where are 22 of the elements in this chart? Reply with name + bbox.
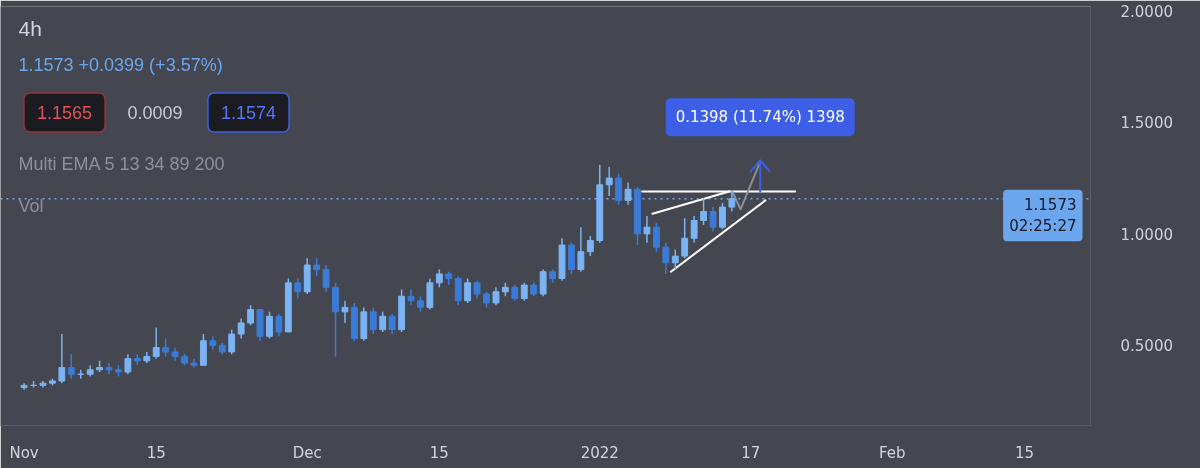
annotation: 1.1565 [36,103,93,123]
text: 1.1573 +0.0399 (+3.57%) [18,54,223,75]
ref-line-label: 1.1573 [1024,195,1077,214]
x-tick-label: 15 [146,443,166,462]
x-tick-label: Feb [879,443,906,462]
annotation: Multi EMA 5 13 34 89 200 [18,153,225,174]
y-tick-label: 1.5000 [1120,114,1173,133]
y-tick-label: 2.0000 [1120,2,1173,21]
x-tick-label: 15 [429,443,449,462]
x-tick-label: 15 [1014,443,1034,462]
annotation: Vol [18,195,44,216]
x-tick-label: Nov [9,443,39,462]
annotation: 1.1574 [220,103,277,123]
x-tick-label: 2022 [580,443,619,462]
x-tick-label: 17 [741,443,761,462]
annotation: 02:25:27 [1009,217,1077,236]
text: 4h [18,17,42,40]
annotation: 0.0009 [127,103,183,123]
annotation: 0.1398 (11.74%) 1398 [675,108,845,127]
y-tick-label: 1.0000 [1120,225,1173,244]
x-tick-label: Dec [292,443,322,462]
y-tick-label: 0.5000 [1120,337,1173,356]
